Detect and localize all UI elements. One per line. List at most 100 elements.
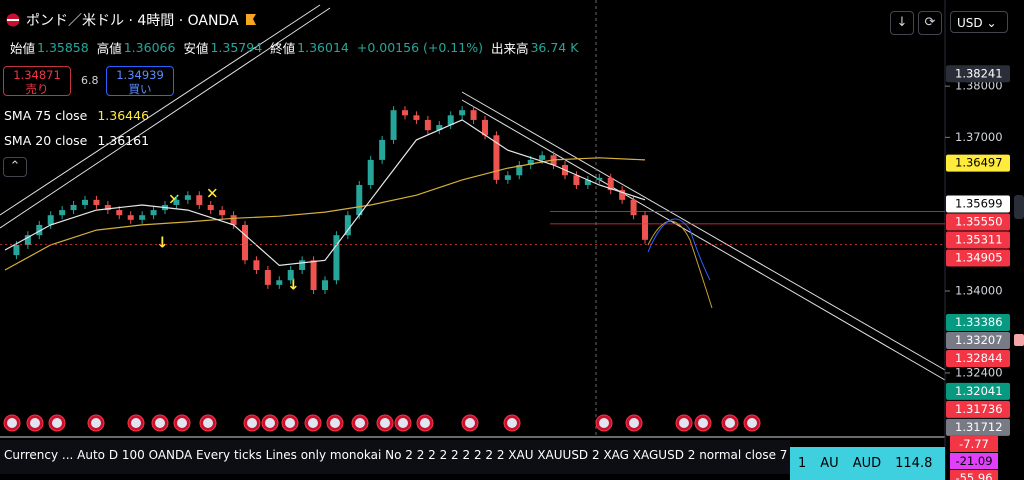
sell-label: 売り [25, 82, 49, 96]
candle [402, 110, 408, 116]
trendline [461, 91, 946, 371]
candle [322, 280, 328, 290]
candle [13, 244, 20, 256]
buy-label: 買い [128, 82, 152, 96]
candle [207, 204, 214, 211]
event-icon-inner [247, 418, 257, 428]
ohlc-name: 終値 [270, 41, 296, 56]
ohlc-name: 始値 [10, 41, 36, 56]
candle [436, 125, 443, 131]
price-badge [946, 154, 1010, 172]
event-icon-inner [7, 418, 17, 428]
candle [333, 235, 340, 281]
buy-button[interactable]: 1.34939 買い [106, 66, 174, 96]
price-badge-label: 1.33207 [955, 333, 1003, 347]
signal-marker: ✕ [168, 191, 181, 209]
ohlc-value: 1.35858 [37, 40, 89, 55]
price-badge-label: 1.32041 [955, 384, 1003, 398]
sma-line [4, 119, 646, 267]
event-icon-inner [131, 418, 141, 428]
candle [93, 199, 100, 205]
price-badge [946, 213, 1010, 231]
panel-text: AUD [852, 456, 882, 471]
event-icon-inner [465, 418, 475, 428]
candle [230, 215, 237, 225]
candle [642, 215, 648, 240]
price-badge [946, 331, 1010, 349]
indicator[interactable]: SMA 20 close 1.36161 [4, 133, 149, 148]
sell-button[interactable]: 1.34871 売り [3, 66, 71, 96]
forecast-path [647, 220, 713, 309]
candle [356, 184, 363, 216]
indicator-value: 1.36446 [97, 108, 150, 123]
event-icon-inner [177, 418, 187, 428]
event-icon-inner [398, 418, 408, 428]
footer-value: -7.77 [950, 436, 998, 452]
sell-price: 1.34871 [13, 68, 61, 82]
candle [47, 215, 54, 225]
ohlc-value: 1.36066 [123, 40, 176, 55]
volume-name: 出来高 [490, 41, 529, 56]
price-badge-label: 1.35311 [955, 232, 1003, 246]
candle [584, 179, 591, 185]
candle [424, 119, 431, 131]
price-badge-label: 1.33386 [955, 315, 1003, 329]
candle [173, 199, 180, 205]
candle [573, 175, 580, 185]
candle [596, 177, 603, 180]
event-icon-inner [52, 418, 62, 428]
symbol-title[interactable]: ポンド／米ドル · 4時間 · OANDA [26, 13, 239, 29]
candle [470, 110, 477, 120]
candle [607, 177, 614, 191]
currency-label: USD [957, 16, 983, 30]
indicator[interactable]: SMA 75 close 1.36446 [4, 108, 149, 123]
candle [70, 204, 77, 211]
event-icon-inner [155, 418, 165, 428]
scroll-handle [1014, 195, 1024, 219]
refresh-button[interactable]: ⟳ [918, 11, 942, 35]
event-icon-inner [203, 418, 213, 428]
event-icon-inner [507, 418, 517, 428]
download-button[interactable]: ↓ [890, 11, 914, 35]
indicator-name: SMA 20 close [4, 133, 88, 148]
event-icon-inner [355, 418, 365, 428]
candle [299, 260, 306, 271]
price-badge [946, 313, 1010, 331]
y-tick-label: 1.34000 [955, 284, 1003, 298]
panel-text: AU [820, 456, 839, 471]
event-icon-inner [308, 418, 318, 428]
candle [413, 115, 420, 120]
event-icon-inner [265, 418, 275, 428]
sma-line [4, 157, 646, 271]
collapse-button[interactable]: ⌃ [3, 157, 27, 177]
candle [287, 270, 294, 281]
change: +0.00156 (+0.11%) [356, 40, 483, 55]
price-badge [946, 349, 1010, 367]
price-badge [946, 400, 1010, 418]
candle [276, 280, 283, 285]
buy-price: 1.34939 [116, 68, 164, 82]
forecast-path [647, 218, 711, 281]
price-badge [946, 382, 1010, 400]
indicator-value: 1.36161 [97, 133, 150, 148]
candle [344, 215, 351, 236]
candle [447, 115, 454, 126]
symbol-header: ポンド／米ドル · 4時間 · OANDA [6, 10, 257, 30]
candle [253, 260, 260, 271]
y-tick-label: 1.32400 [955, 365, 1003, 379]
signal-marker: ✕ [206, 185, 219, 203]
settings-bar: Currency ... Auto D 100 OANDA Every tick… [0, 440, 790, 474]
currency-select[interactable]: USD ⌄ [950, 11, 1008, 33]
price-badge [946, 231, 1010, 249]
candle [264, 270, 271, 285]
event-icon-inner [30, 418, 40, 428]
flag-marker[interactable] [245, 13, 257, 27]
indicator-name: SMA 75 close [4, 108, 88, 123]
candle [539, 155, 546, 160]
price-badge-label: 1.31712 [955, 420, 1003, 434]
ohlc-value: 1.36014 [297, 40, 349, 55]
candle [367, 159, 374, 185]
price-badge [946, 195, 1010, 213]
candle [504, 175, 511, 180]
candle [104, 204, 111, 211]
